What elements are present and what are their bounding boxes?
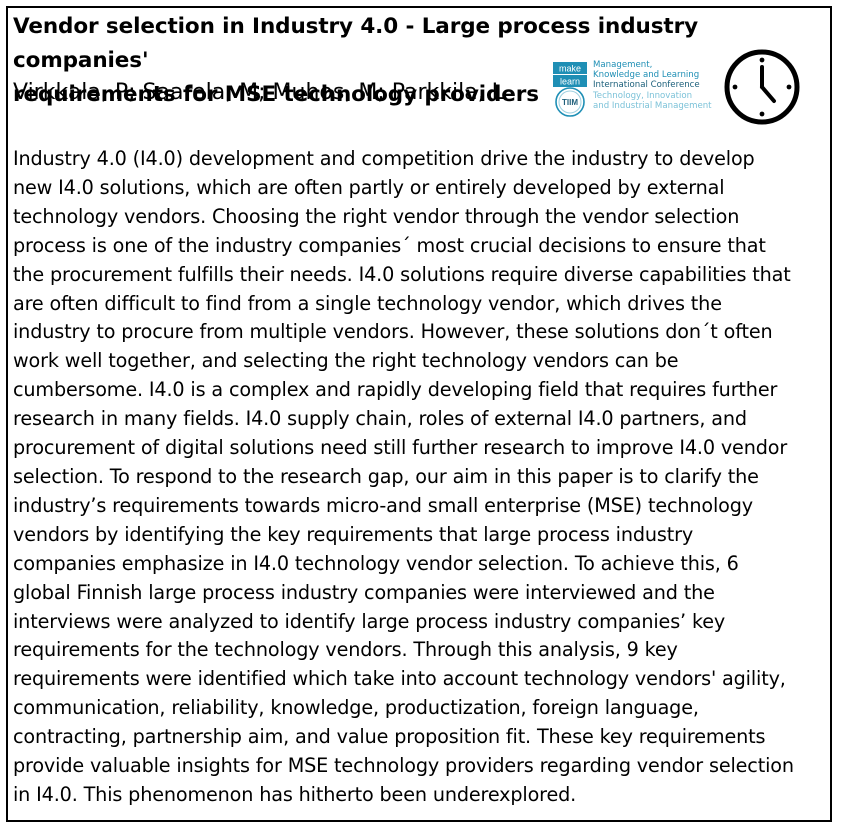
abstract-line: selection. To respond to the research ga… [13,464,759,488]
conference-logo: make learn TIIM Management, Knowledge an… [553,60,723,120]
abstract-line: industry to procure from multiple vendor… [13,320,773,344]
abstract-line: interviews were analyzed to identify lar… [13,609,726,633]
abstract-line: requirements for the technology vendors.… [13,638,678,662]
abstract-line: cumbersome. I4.0 is a complex and rapidl… [13,378,778,402]
abstract-line: research in many fields. I4.0 supply cha… [13,407,747,431]
abstract-line: provide valuable insights for MSE techno… [13,754,794,778]
paper-title: Vendor selection in Industry 4.0 - Large… [13,10,813,112]
badge-text-top: make [559,64,581,74]
abstract-line: vendors by identifying the key requireme… [13,522,694,546]
logo-line-3: International Conference [593,80,700,91]
abstract-line: industry’s requirements towards micro-an… [13,493,753,517]
abstract-line: the procurement fulfills their needs. I4… [13,262,791,286]
abstract-card [6,6,832,822]
abstract-line: technology vendors. Choosing the right v… [13,204,740,228]
abstract-line: in I4.0. This phenomenon has hitherto be… [13,782,577,806]
abstract-line: are often difficult to find from a singl… [13,291,722,315]
abstract-text: Industry 4.0 (I4.0) development and comp… [13,145,819,810]
paper-title-line-2: requirements for MSE technology provider… [13,82,539,107]
logo-line-4: Technology, Innovation [593,90,693,101]
badge-text-mid: learn [560,77,580,87]
logo-line-1: Management, [593,60,653,70]
conference-badge-icon: make learn TIIM [553,62,587,117]
badge-text-bottom: TIIM [562,98,578,107]
abstract-line: new I4.0 solutions, which are often part… [13,175,725,199]
abstract-line: Industry 4.0 (I4.0) development and comp… [13,147,755,170]
paper-title-line-1: Vendor selection in Industry 4.0 - Large… [13,14,699,73]
logo-line-5: and Industrial Management [593,100,712,111]
abstract-line: process is one of the industry companies… [13,233,766,257]
abstract-line: procurement of digital solutions need st… [13,436,788,460]
abstract-line: global Finnish large process industry co… [13,580,715,604]
conference-logo-text: Management, Knowledge and Learning Inter… [593,60,733,111]
abstract-line: requirements were identified which take … [13,667,786,691]
abstract-line: communication, reliability, knowledge, p… [13,696,699,720]
clock-icon [724,49,800,125]
paper-authors: Virkkala, P; Saarela, M; Muhos, M; Parkk… [13,80,504,105]
abstract-line: work well together, and selecting the ri… [13,349,679,373]
abstract-line: contracting, partnership aim, and value … [13,725,766,749]
abstract-line: companies emphasize in I4.0 technology v… [13,551,739,575]
logo-line-2: Knowledge and Learning [593,70,700,81]
